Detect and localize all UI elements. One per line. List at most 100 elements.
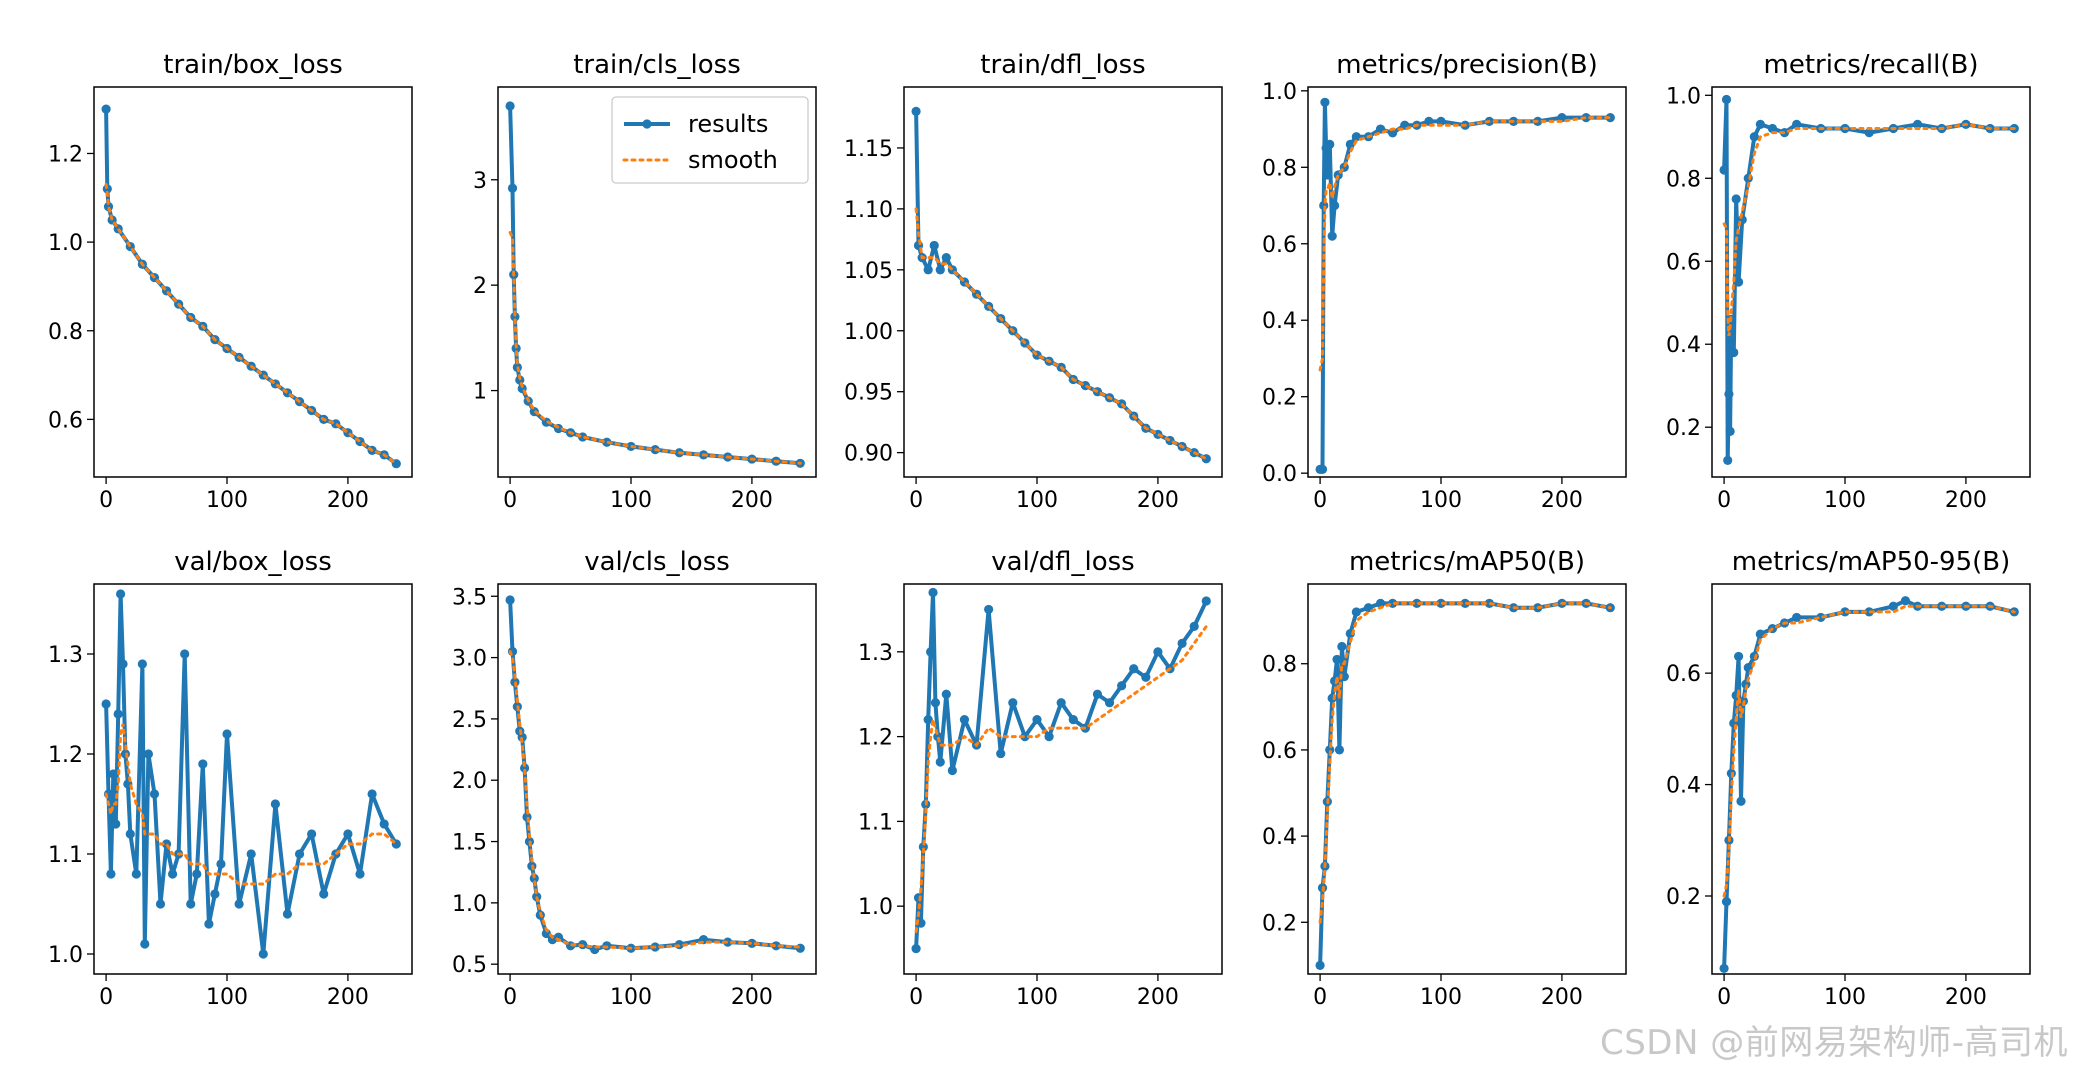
results-point <box>216 859 226 869</box>
smooth-line <box>1318 601 1612 924</box>
results-point <box>118 659 128 669</box>
results-point <box>140 939 150 949</box>
results-point <box>149 789 160 799</box>
smooth-line <box>914 624 1208 934</box>
results-point <box>1719 165 1729 175</box>
axes-frame <box>497 86 817 478</box>
x-tick-label: 200 <box>327 488 369 513</box>
x-tick-label: 200 <box>1541 985 1583 1010</box>
results-point <box>1723 455 1733 466</box>
y-tick-label: 1.1 <box>48 843 83 868</box>
results-point <box>929 240 939 251</box>
results-point <box>143 749 154 759</box>
smooth-line <box>104 183 398 466</box>
axes-frame <box>93 86 413 478</box>
smooth-line <box>1722 122 2016 337</box>
y-tick-label: 0.8 <box>1666 167 1701 192</box>
y-tick-label: 0.4 <box>1666 774 1701 799</box>
results-point <box>307 829 317 839</box>
x-tick-label: 0 <box>1313 985 1327 1010</box>
results-point <box>1325 139 1335 149</box>
y-tick-label: 0.4 <box>1262 825 1297 850</box>
x-tick-label: 200 <box>1541 488 1583 513</box>
y-tick-label: 0.6 <box>1666 662 1701 687</box>
results-point <box>1317 464 1328 474</box>
panel-title: train/cls_loss <box>573 50 741 80</box>
results-point <box>911 943 921 954</box>
panel-title: metrics/mAP50-95(B) <box>1732 547 2011 577</box>
panel-train-box-loss: train/box_loss 0 100 200 0.6 0.8 1.0 1.2 <box>48 50 413 513</box>
results-point <box>116 589 126 599</box>
axes-frame <box>903 583 1223 975</box>
panel-title: val/box_loss <box>174 547 332 577</box>
results-point <box>1104 698 1115 708</box>
results-point <box>343 829 353 839</box>
x-tick-label: 100 <box>206 985 248 1010</box>
y-tick-label: 1.15 <box>844 137 893 162</box>
legend-box <box>611 96 809 184</box>
results-point <box>1749 132 1759 142</box>
results-point <box>1736 796 1746 806</box>
y-tick-label: 1.05 <box>844 259 893 284</box>
smooth-line <box>1318 116 1612 372</box>
y-tick-label: 2 <box>473 274 487 299</box>
results-point <box>1056 698 1066 708</box>
results-point <box>355 869 365 879</box>
smooth-line <box>1722 604 2016 898</box>
axes-frame <box>1711 583 2031 975</box>
panel-metrics-recall-b: metrics/recall(B) 0 100 200 0.2 0.4 0.6 0.8 1.0 <box>1666 50 2031 513</box>
x-tick-label: 100 <box>610 985 652 1010</box>
results-point <box>1755 119 1765 129</box>
results-line <box>914 111 1208 461</box>
results-line <box>1722 97 2015 463</box>
results-point <box>1729 347 1739 358</box>
results-point <box>1864 128 1874 138</box>
results-point <box>1117 681 1127 691</box>
results-point <box>1129 664 1139 674</box>
results-point <box>1375 598 1386 608</box>
legend-results-marker <box>642 119 652 129</box>
results-point <box>1068 715 1078 725</box>
legend-smooth-label: smooth <box>688 146 778 174</box>
results-point <box>1351 132 1361 142</box>
results-line <box>508 599 801 952</box>
results-line <box>1318 601 1611 966</box>
results-point <box>198 759 208 769</box>
results-point <box>1189 621 1199 631</box>
x-tick-label: 100 <box>1824 488 1866 513</box>
panel-train-dfl-loss: train/dfl_loss 0 100 200 0.90 0.95 1.00 1.05 1.1… <box>844 50 1223 513</box>
axes-frame <box>1711 86 2031 478</box>
results-point <box>319 889 329 899</box>
panel-title: metrics/mAP50(B) <box>1349 547 1585 577</box>
x-tick-label: 100 <box>610 488 652 513</box>
results-line <box>104 109 398 466</box>
results-point <box>1020 732 1030 742</box>
y-tick-label: 3 <box>473 169 487 194</box>
panel-title: metrics/recall(B) <box>1764 50 1979 80</box>
results-point <box>935 265 945 275</box>
results-point <box>101 699 111 709</box>
results-point <box>1900 596 1911 606</box>
y-tick-label: 0.4 <box>1666 333 1701 358</box>
results-point <box>984 604 994 615</box>
results-line <box>914 590 1209 949</box>
results-point <box>125 829 135 839</box>
y-tick-label: 0.90 <box>844 442 893 467</box>
panel-val-cls-loss: val/cls_loss 0 100 200 0.5 1.0 1.5 2.0 2.5 3.0 3.5 <box>452 547 817 1010</box>
y-tick-label: 0.2 <box>1262 386 1297 411</box>
results-point <box>505 101 515 111</box>
smooth-line <box>914 207 1208 461</box>
results-point <box>1816 612 1826 623</box>
results-point <box>131 869 141 879</box>
results-point <box>186 899 196 909</box>
results-point <box>222 729 232 739</box>
y-tick-label: 2.0 <box>452 769 487 794</box>
results-point <box>911 106 921 116</box>
y-tick-label: 1.2 <box>48 743 83 768</box>
y-tick-label: 1.1 <box>858 810 893 835</box>
x-tick-label: 100 <box>1824 985 1866 1010</box>
y-tick-label: 0.8 <box>1262 156 1297 181</box>
panel-title: val/dfl_loss <box>991 547 1134 577</box>
results-point <box>926 647 936 657</box>
